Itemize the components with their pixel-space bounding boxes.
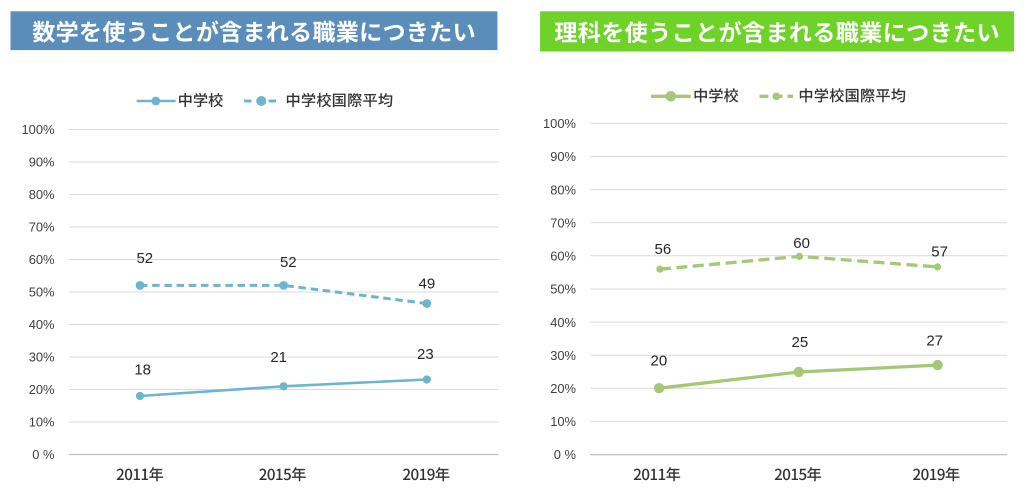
svg-text:57: 57 <box>931 243 948 260</box>
svg-text:27: 27 <box>926 333 943 350</box>
svg-text:60%: 60% <box>29 252 55 267</box>
svg-text:50%: 50% <box>29 285 55 300</box>
svg-text:90%: 90% <box>550 149 576 164</box>
svg-text:100%: 100% <box>543 116 576 131</box>
svg-text:0 %: 0 % <box>32 447 54 462</box>
svg-text:52: 52 <box>280 254 297 271</box>
svg-text:10%: 10% <box>29 415 55 430</box>
svg-text:90%: 90% <box>29 155 55 170</box>
svg-text:25: 25 <box>792 334 809 351</box>
svg-text:21: 21 <box>270 349 287 366</box>
svg-text:30%: 30% <box>29 350 55 365</box>
svg-text:70%: 70% <box>550 215 576 230</box>
svg-text:20%: 20% <box>29 382 55 397</box>
svg-text:0 %: 0 % <box>554 447 576 462</box>
svg-text:23: 23 <box>417 346 434 363</box>
svg-text:50%: 50% <box>550 282 576 297</box>
svg-text:56: 56 <box>655 241 672 258</box>
svg-text:80%: 80% <box>550 182 576 197</box>
svg-text:70%: 70% <box>29 220 55 235</box>
svg-text:40%: 40% <box>29 317 55 332</box>
svg-text:80%: 80% <box>29 187 55 202</box>
svg-text:10%: 10% <box>550 414 576 429</box>
svg-text:60%: 60% <box>550 249 576 264</box>
svg-text:20: 20 <box>651 353 668 370</box>
svg-text:60: 60 <box>793 235 810 252</box>
svg-text:100%: 100% <box>22 122 55 137</box>
svg-text:40%: 40% <box>550 315 576 330</box>
svg-text:49: 49 <box>419 275 436 292</box>
svg-text:18: 18 <box>134 361 151 378</box>
svg-text:52: 52 <box>136 250 153 267</box>
svg-text:30%: 30% <box>550 348 576 363</box>
svg-text:20%: 20% <box>550 381 576 396</box>
